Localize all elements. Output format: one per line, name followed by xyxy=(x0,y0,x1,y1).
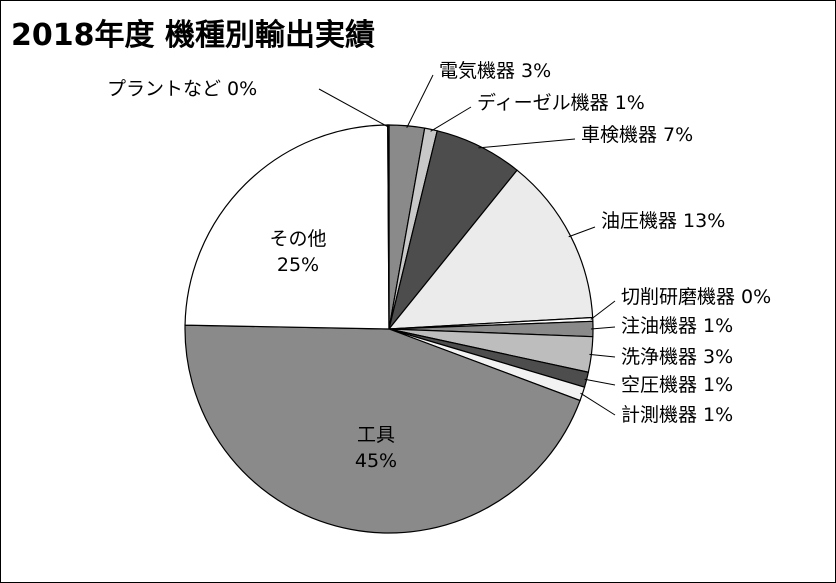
leader-line-1 xyxy=(430,106,472,132)
leader-line-7 xyxy=(584,378,616,386)
pie-slice-9 xyxy=(184,324,581,534)
slice-label-10: その他 xyxy=(269,228,326,250)
leader-line-4 xyxy=(590,300,616,320)
pie-slice-10 xyxy=(184,124,390,330)
slice-value-label-9: 45% xyxy=(355,450,397,472)
leader-line-3 xyxy=(568,226,596,238)
slice-label-3: 油圧機器 13% xyxy=(601,210,725,232)
slice-label-7: 空圧機器 1% xyxy=(621,374,733,396)
slice-label-11: プラントなど 0% xyxy=(107,78,257,100)
leader-line-8 xyxy=(580,392,616,416)
slice-label-0: 電気機器 3% xyxy=(439,60,551,82)
pie-slice-11 xyxy=(387,124,390,330)
slice-value-label-10: 25% xyxy=(277,254,319,276)
leader-line-2 xyxy=(478,138,576,149)
leader-line-5 xyxy=(590,326,616,330)
slice-label-6: 洗浄機器 3% xyxy=(621,346,733,368)
slice-label-5: 注油機器 1% xyxy=(621,315,733,337)
leader-line-0 xyxy=(406,74,434,129)
slice-label-1: ディーゼル機器 1% xyxy=(477,92,645,114)
slice-label-4: 切削研磨機器 0% xyxy=(621,286,771,308)
slice-label-8: 計測機器 1% xyxy=(621,404,733,426)
slice-label-2: 車検機器 7% xyxy=(581,124,693,146)
leader-line-11 xyxy=(318,88,389,128)
slice-label-9: 工具 xyxy=(357,424,395,446)
chart-title: 2018年度 機種別輸出実績 xyxy=(11,18,375,53)
leader-line-6 xyxy=(589,353,616,358)
